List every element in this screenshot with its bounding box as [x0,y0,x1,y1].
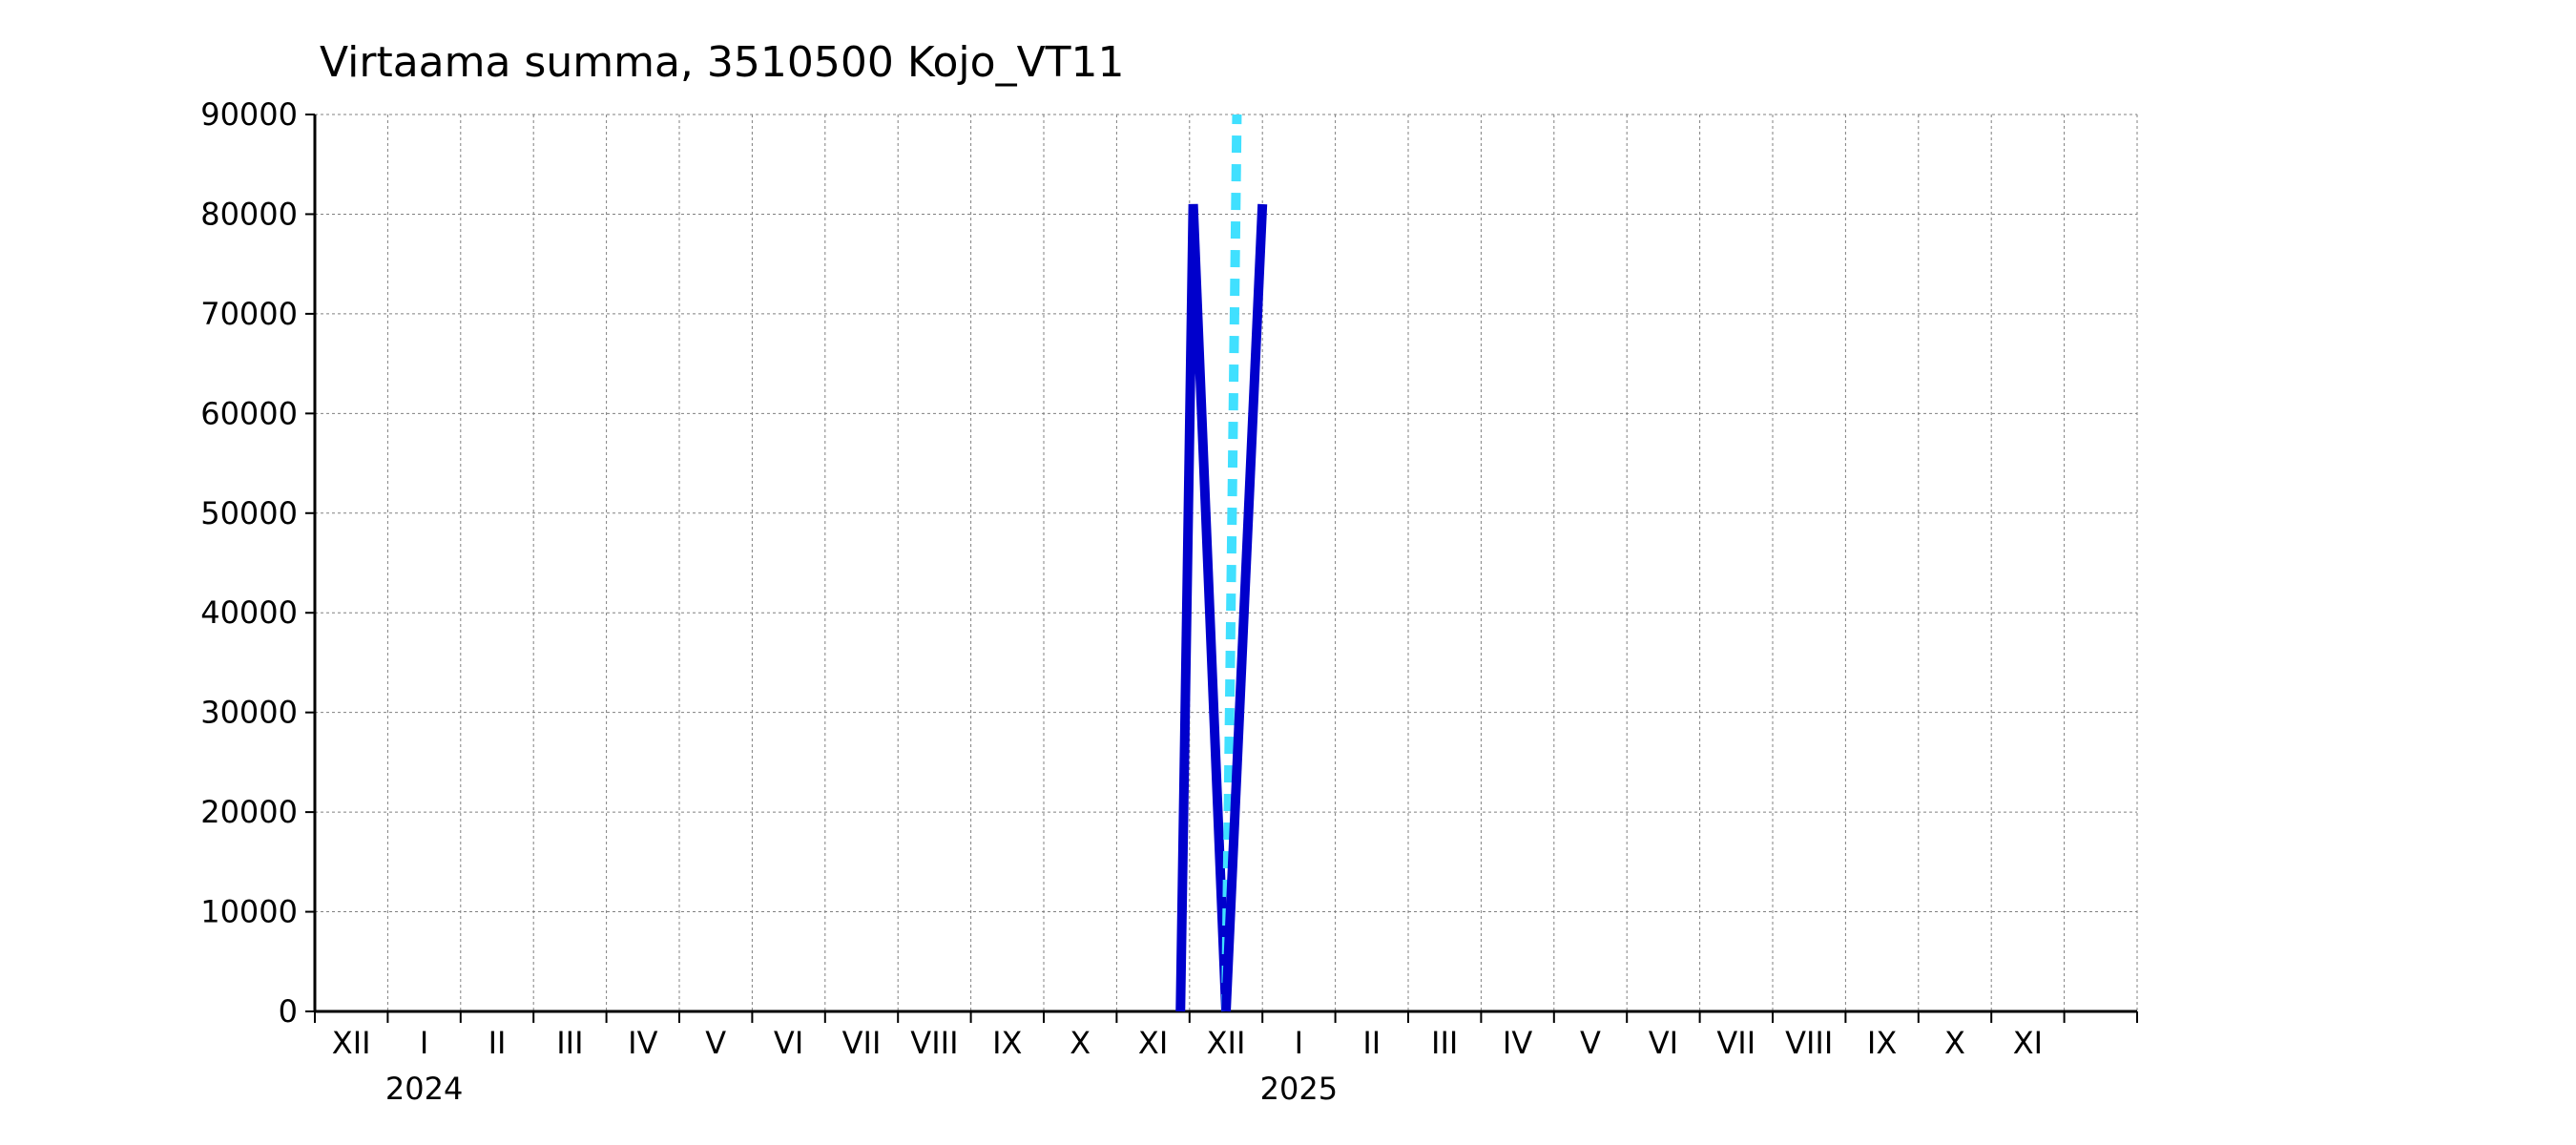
x-tick-label: VI [1649,1025,1678,1061]
x-tick-label: V [705,1025,726,1061]
x-tick-label: XI [2013,1025,2043,1061]
x-tick-label: VIII [1785,1025,1833,1061]
chart-title: Virtaama summa, 3510500 Kojo_VT11 [320,38,1125,87]
x-tick-label: VI [774,1025,803,1061]
x-tick-label: XI [1138,1025,1168,1061]
x-tick-label: II [488,1025,507,1061]
y-tick-label: 0 [279,993,298,1030]
x-tick-label: II [1362,1025,1381,1061]
y-tick-label: 80000 [200,196,298,232]
x-tick-label: XII [1207,1025,1246,1061]
x-tick-label: X [1070,1025,1091,1061]
y-tick-label: 30000 [200,695,298,731]
x-tick-label: V [1580,1025,1601,1061]
x-tick-label: IX [992,1025,1022,1061]
x-tick-label: IX [1867,1025,1897,1061]
flow-chart: 0 10000 20000 30000 40000 50000 60000 70000 8000… [0,0,2576,1145]
x-tick-label: VIII [910,1025,958,1061]
x-tick-label: XII [332,1025,371,1061]
y-tick-label: 50000 [200,495,298,531]
y-tick-label: 10000 [200,894,298,930]
x-tick-label: III [1431,1025,1458,1061]
y-tick-label: 60000 [200,395,298,431]
x-tick-label: I [1295,1025,1303,1061]
y-tick-label: 40000 [200,594,298,631]
y-tick-label: 90000 [200,96,298,133]
x-tick-label: X [1944,1025,1965,1061]
x-year-label: 2024 [385,1071,463,1107]
x-tick-label: VII [1716,1025,1755,1061]
x-year-label: 2025 [1260,1071,1338,1107]
x-tick-label: I [420,1025,428,1061]
x-tick-label: VII [842,1025,882,1061]
y-tick-label: 70000 [200,296,298,332]
x-tick-label: IV [1503,1025,1532,1061]
y-tick-label: 20000 [200,794,298,830]
chart-bg [0,0,2576,1145]
x-tick-label: III [556,1025,583,1061]
x-tick-label: IV [628,1025,657,1061]
